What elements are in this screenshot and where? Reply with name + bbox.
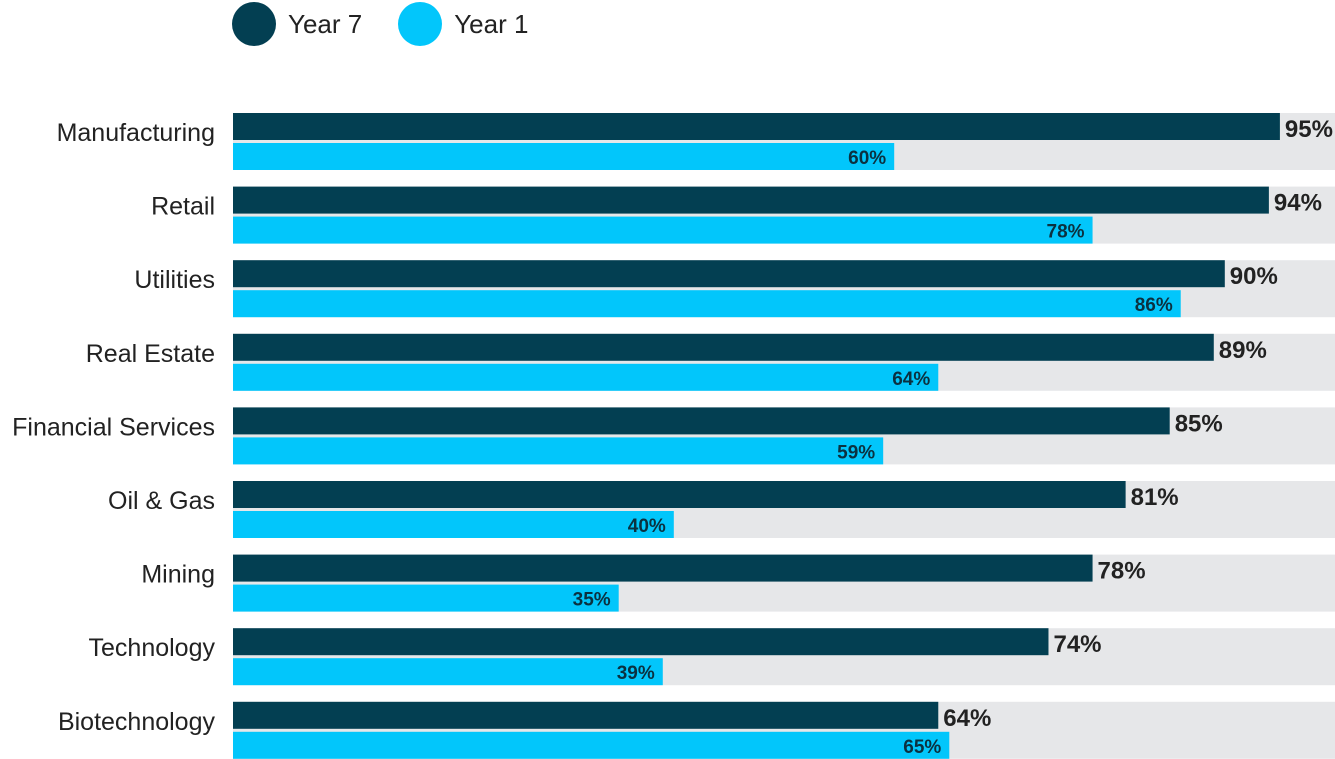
category-label-real-estate: Real Estate xyxy=(86,340,215,368)
bar-year-1-real-estate xyxy=(233,363,939,391)
value-label-year-7-utilities: 90% xyxy=(1230,263,1278,290)
legend-swatch-year-1 xyxy=(398,2,443,46)
legend-item-year-1: Year 1 xyxy=(398,2,528,46)
value-label-year-1-financial-services: 59% xyxy=(837,442,875,463)
bar-year-1-utilities xyxy=(233,290,1181,318)
category-label-mining: Mining xyxy=(141,561,215,589)
value-label-year-7-technology: 74% xyxy=(1053,631,1101,658)
value-label-year-1-utilities: 86% xyxy=(1135,295,1173,316)
bar-year-7-retail xyxy=(233,186,1269,214)
value-label-year-1-mining: 35% xyxy=(573,590,611,611)
category-label-financial-services: Financial Services xyxy=(12,413,215,441)
bar-year-1-retail xyxy=(233,216,1093,244)
bar-year-7-utilities xyxy=(233,260,1225,288)
value-label-year-1-technology: 39% xyxy=(617,663,655,684)
bar-year-1-technology xyxy=(233,658,663,686)
value-label-year-1-manufacturing: 60% xyxy=(848,148,886,169)
bar-year-1-oil-gas xyxy=(233,511,674,538)
bar-year-7-real-estate xyxy=(233,333,1214,361)
value-label-year-7-oil-gas: 81% xyxy=(1131,484,1179,511)
bar-year-7-financial-services xyxy=(233,407,1170,435)
legend: Year 7 Year 1 xyxy=(232,2,564,46)
category-label-manufacturing: Manufacturing xyxy=(57,119,215,147)
bar-year-1-manufacturing xyxy=(233,143,895,170)
legend-swatch-year-7 xyxy=(232,2,276,46)
legend-label-year-7: Year 7 xyxy=(288,8,363,39)
value-label-year-1-oil-gas: 40% xyxy=(628,516,666,537)
category-label-biotechnology: Biotechnology xyxy=(58,708,216,736)
value-label-year-7-retail: 94% xyxy=(1274,190,1322,217)
legend-label-year-1: Year 1 xyxy=(454,8,529,39)
value-label-year-7-real-estate: 89% xyxy=(1219,337,1267,364)
legend-item-year-7: Year 7 xyxy=(232,2,362,46)
bar-year-7-mining xyxy=(233,554,1093,582)
category-label-utilities: Utilities xyxy=(134,266,215,294)
value-label-year-7-mining: 78% xyxy=(1098,558,1146,585)
bar-year-7-manufacturing xyxy=(233,113,1280,140)
category-label-retail: Retail xyxy=(151,193,215,221)
category-label-oil-gas: Oil & Gas xyxy=(108,487,215,515)
value-label-year-1-biotechnology: 65% xyxy=(903,737,941,758)
bar-year-7-biotechnology xyxy=(233,701,939,729)
value-label-year-1-retail: 78% xyxy=(1047,222,1085,243)
bar-year-7-oil-gas xyxy=(233,481,1126,508)
value-label-year-7-financial-services: 85% xyxy=(1175,410,1223,437)
bar-year-1-financial-services xyxy=(233,437,884,465)
bar-year-7-technology xyxy=(233,628,1049,656)
bar-year-1-biotechnology xyxy=(233,731,950,759)
value-label-year-7-manufacturing: 95% xyxy=(1285,116,1333,143)
category-label-technology: Technology xyxy=(89,634,216,662)
bar-year-1-mining xyxy=(233,584,619,612)
value-label-year-7-biotechnology: 64% xyxy=(943,705,991,732)
value-label-year-1-real-estate: 64% xyxy=(892,369,930,390)
